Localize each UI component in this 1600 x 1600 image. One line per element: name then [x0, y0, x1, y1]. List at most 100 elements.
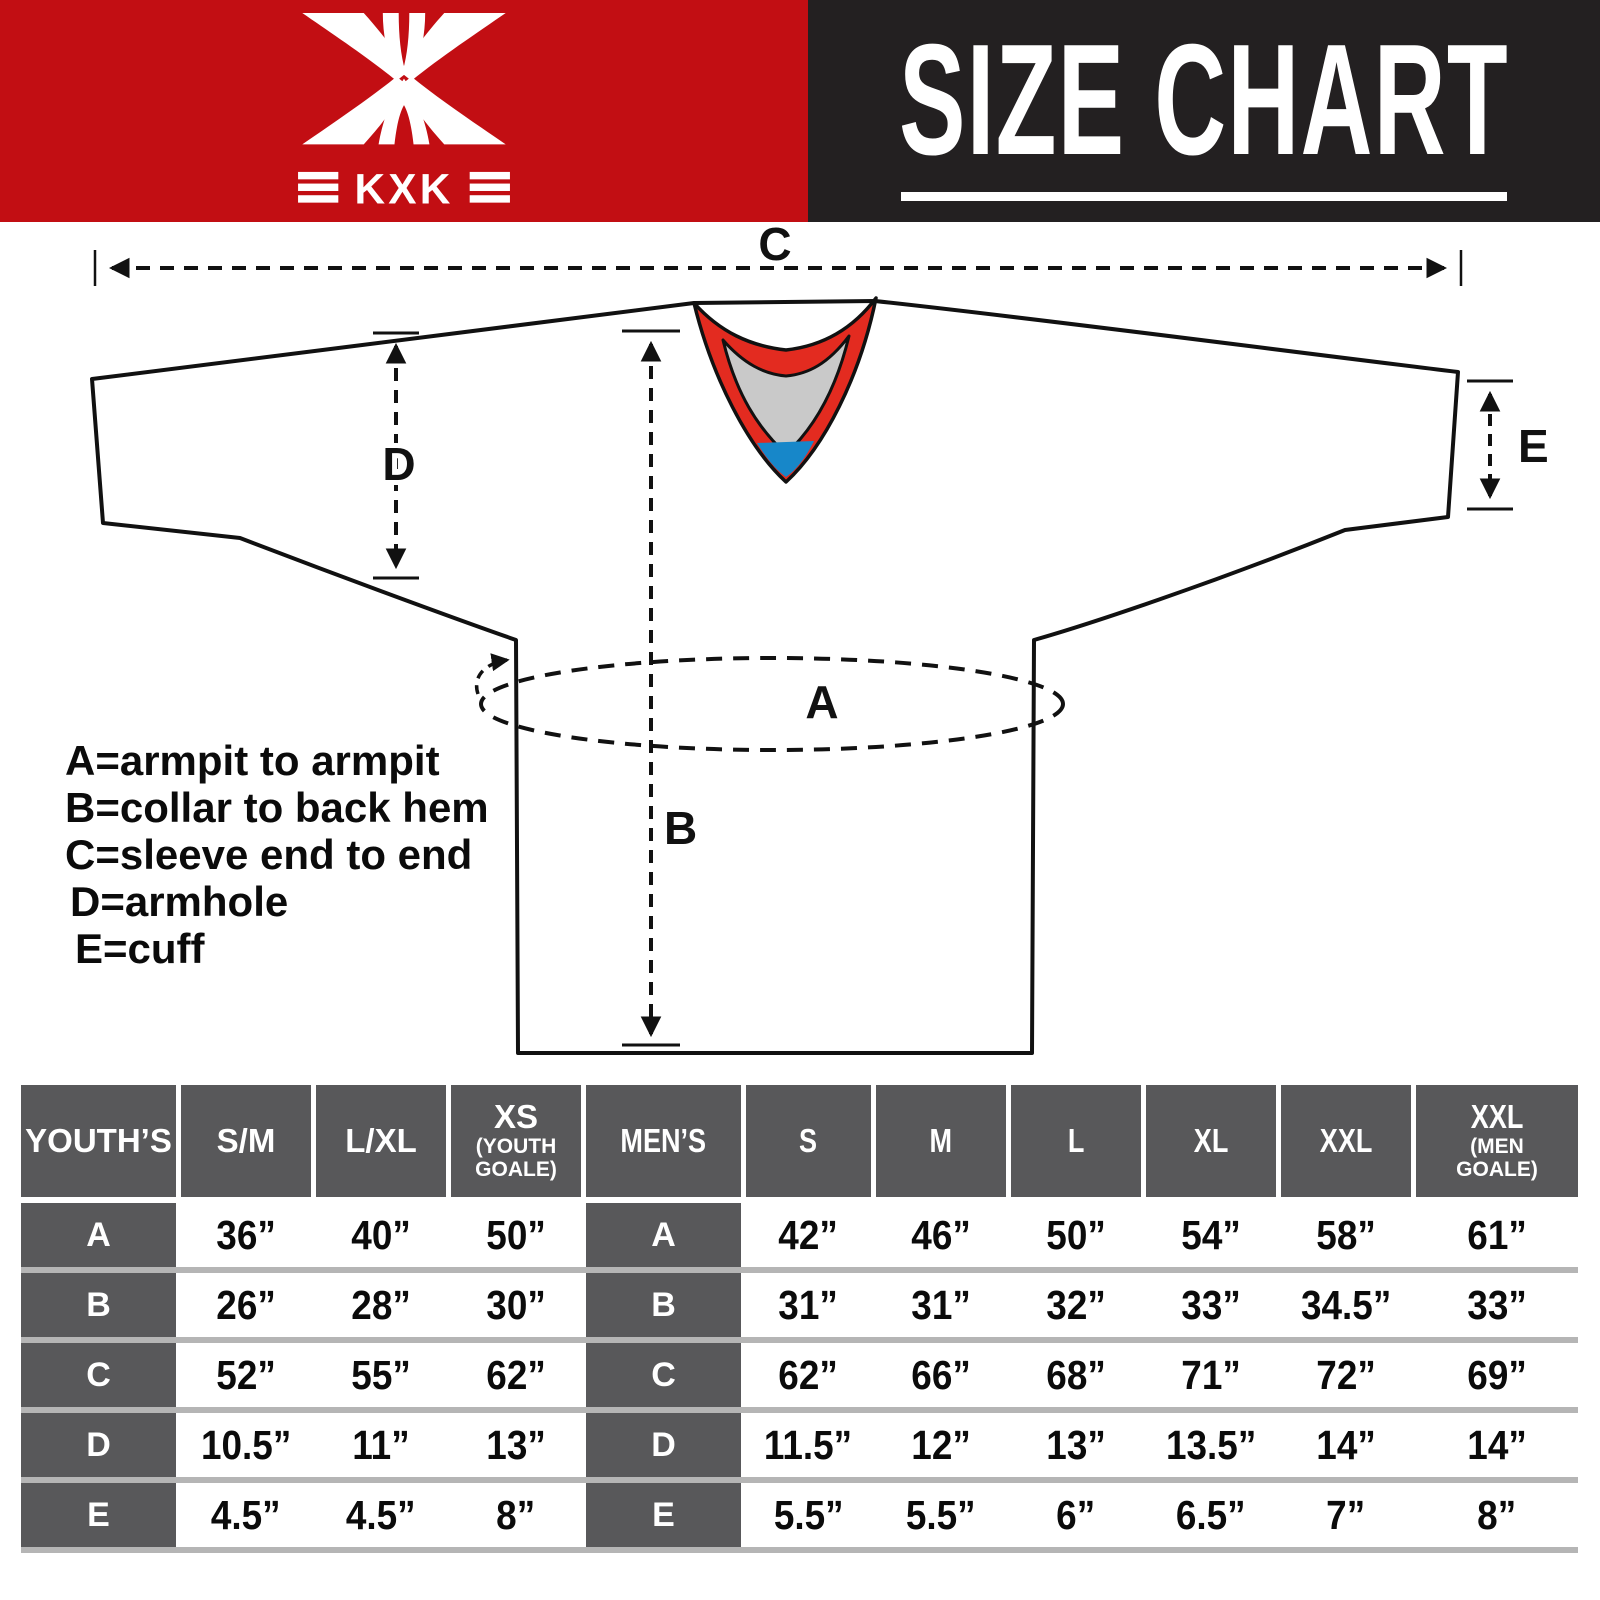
size-table: YOUTH’S S/M L/XL XS (YOUTH GOALE) MEN’S S … — [21, 1085, 1578, 1553]
brand-bars-left-icon — [298, 171, 339, 203]
kxk-logo: KXK — [298, 13, 510, 209]
table-cell: 6” — [1011, 1483, 1141, 1547]
dimension-A — [474, 653, 1065, 752]
youth-row-label-b: B — [21, 1273, 176, 1337]
kxk-logo-symbol-icon — [302, 13, 506, 145]
table-cell: 31” — [746, 1273, 871, 1337]
table-cell: 42” — [746, 1203, 871, 1267]
men-col-header-xxl: XXL — [1281, 1085, 1411, 1197]
dimension-C — [93, 250, 1463, 286]
table-cell: 50” — [1011, 1203, 1141, 1267]
collar-insert — [757, 441, 814, 477]
table-cell: 31” — [876, 1273, 1006, 1337]
table-cell: 4.5” — [316, 1483, 446, 1547]
row-divider — [21, 1267, 1578, 1273]
table-cell: 58” — [1281, 1203, 1411, 1267]
table-cell: 14” — [1281, 1413, 1411, 1477]
table-cell: 8” — [451, 1483, 581, 1547]
dim-label-a: A — [805, 676, 838, 728]
header-row-gap — [21, 1197, 1578, 1203]
table-cell: 46” — [876, 1203, 1006, 1267]
table-cell: 7” — [1281, 1483, 1411, 1547]
brand-wordmark: KXK — [355, 166, 454, 209]
youth-row-label-d: D — [21, 1413, 176, 1477]
table-cell: 26” — [181, 1273, 311, 1337]
row-divider — [21, 1407, 1578, 1413]
men-col-header-xl: XL — [1146, 1085, 1276, 1197]
table-cell: 13.5” — [1146, 1413, 1276, 1477]
table-cell: 62” — [746, 1343, 871, 1407]
men-row-label-b: B — [586, 1273, 741, 1337]
collar-inner — [721, 334, 851, 456]
youth-col-header-sm: S/M — [181, 1085, 311, 1197]
legend-line-e: E=cuff — [75, 925, 206, 972]
dim-label-b: B — [664, 802, 697, 854]
youth-col-header-xs: XS (YOUTH GOALE) — [451, 1085, 581, 1197]
youth-row-label-c: C — [21, 1343, 176, 1407]
table-cell: 61” — [1416, 1203, 1578, 1267]
table-cell: 30” — [451, 1273, 581, 1337]
collar — [692, 296, 878, 484]
table-cell: 55” — [316, 1343, 446, 1407]
table-cell: 5.5” — [746, 1483, 871, 1547]
table-cell: 28” — [316, 1273, 446, 1337]
dimension-D — [373, 331, 419, 580]
table-cell: 5.5” — [876, 1483, 1006, 1547]
table-cell: 72” — [1281, 1343, 1411, 1407]
dimension-E — [1467, 379, 1513, 511]
page-title: SIZE CHART — [899, 12, 1509, 188]
measurement-legend: A=armpit to armpit B=collar to back hem … — [65, 737, 489, 972]
table-cell: 34.5” — [1281, 1273, 1411, 1337]
table-cell: 71” — [1146, 1343, 1276, 1407]
dim-label-d: D — [382, 438, 415, 490]
table-cell: 10.5” — [181, 1413, 311, 1477]
table-cell: 6.5” — [1146, 1483, 1276, 1547]
legend-line-b: B=collar to back hem — [65, 784, 489, 831]
men-group-header: MEN’S — [586, 1085, 741, 1197]
masthead: KXK SIZE CHART — [0, 0, 1600, 222]
table-cell: 66” — [876, 1343, 1006, 1407]
title-underline — [901, 192, 1507, 201]
title-panel: SIZE CHART — [808, 0, 1600, 222]
table-cell: 62” — [451, 1343, 581, 1407]
legend-line-d: D=armhole — [70, 878, 288, 925]
men-col-header-s: S — [746, 1085, 871, 1197]
table-cell: 52” — [181, 1343, 311, 1407]
table-cell: 33” — [1416, 1273, 1578, 1337]
table-cell: 12” — [876, 1413, 1006, 1477]
table-cell: 11” — [316, 1413, 446, 1477]
table-cell: 13” — [1011, 1413, 1141, 1477]
men-col-header-xxl-goalie: XXL (MEN GOALE) — [1416, 1085, 1578, 1197]
table-cell: 4.5” — [181, 1483, 311, 1547]
table-bottom-border — [21, 1547, 1578, 1553]
table-cell: 13” — [451, 1413, 581, 1477]
brand-bars-right-icon — [469, 171, 510, 203]
table-cell: 40” — [316, 1203, 446, 1267]
men-row-label-a: A — [586, 1203, 741, 1267]
row-divider — [21, 1337, 1578, 1343]
men-row-label-d: D — [586, 1413, 741, 1477]
table-cell: 11.5” — [746, 1413, 871, 1477]
men-col-header-m: M — [876, 1085, 1006, 1197]
jersey-outline — [90, 299, 1460, 1055]
jersey-measurement-diagram: C D B E A A=armpit to armp — [65, 222, 1554, 1055]
men-row-label-e: E — [586, 1483, 741, 1547]
table-cell: 69” — [1416, 1343, 1578, 1407]
dimension-B — [622, 329, 680, 1047]
youth-col-header-lxl: L/XL — [316, 1085, 446, 1197]
legend-line-a: A=armpit to armpit — [65, 737, 440, 784]
table-cell: 8” — [1416, 1483, 1578, 1547]
table-cell: 36” — [181, 1203, 311, 1267]
dim-label-c: C — [758, 222, 791, 270]
youth-group-header: YOUTH’S — [21, 1085, 176, 1197]
table-cell: 50” — [451, 1203, 581, 1267]
table-cell: 14” — [1416, 1413, 1578, 1477]
table-cell: 33” — [1146, 1273, 1276, 1337]
table-cell: 54” — [1146, 1203, 1276, 1267]
men-row-label-c: C — [586, 1343, 741, 1407]
brand-panel: KXK — [0, 0, 808, 222]
legend-line-c: C=sleeve end to end — [65, 831, 472, 878]
table-cell: 32” — [1011, 1273, 1141, 1337]
youth-row-label-a: A — [21, 1203, 176, 1267]
